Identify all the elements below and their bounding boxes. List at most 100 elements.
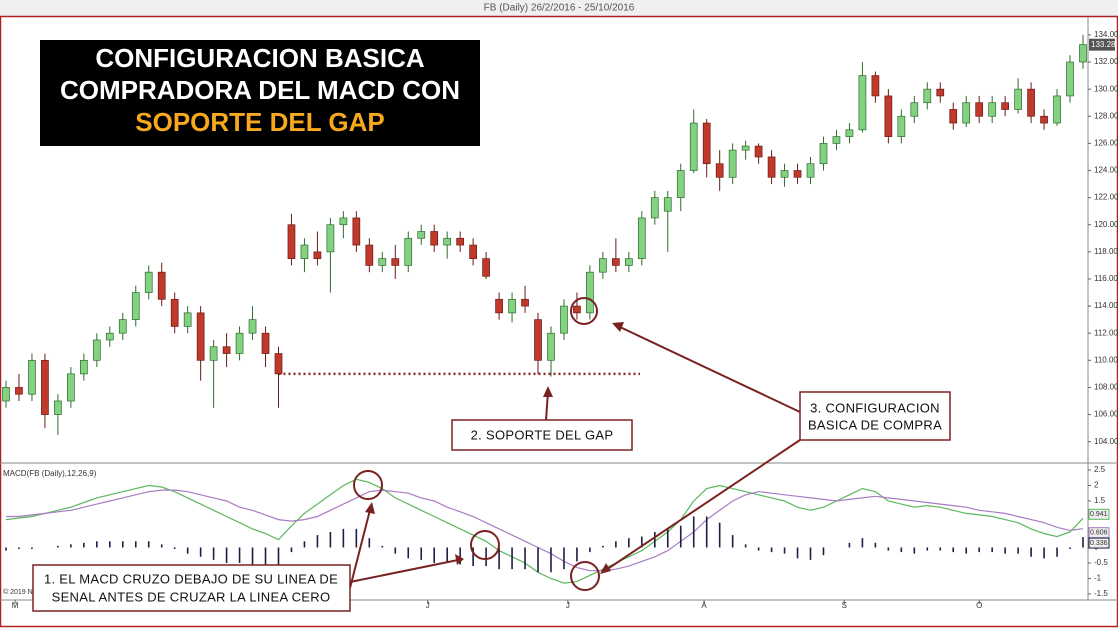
candle-body: [509, 299, 516, 313]
chart-title: FB (Daily) 26/2/2016 - 25/10/2016: [484, 3, 635, 14]
candle-body: [898, 116, 905, 136]
candle-body: [288, 225, 295, 259]
candle-body: [210, 347, 217, 361]
last-value-label: 0.336: [1090, 540, 1108, 547]
y-tick-label: 120.00: [1094, 220, 1118, 229]
candle-body: [3, 387, 10, 401]
candle-body: [470, 245, 477, 259]
annotation: BASICA DE COMPRA: [808, 417, 942, 432]
headline: CONFIGURACION BASICA: [95, 43, 425, 73]
candle-body: [80, 360, 87, 374]
annotation: 3. CONFIGURACION: [810, 400, 940, 415]
y-tick-label: 1.5: [1094, 496, 1106, 505]
last-price-label: 133.28: [1091, 40, 1116, 49]
last-value-label: 0.606: [1090, 530, 1108, 537]
candle-body: [859, 76, 866, 130]
y-tick-label: 2.5: [1094, 465, 1106, 474]
annotation: 1. EL MACD CRUZO DEBAJO DE SU LINEA DE: [44, 571, 338, 586]
y-tick-label: 116.00: [1094, 274, 1118, 283]
candle-body: [612, 259, 619, 266]
candle-body: [976, 103, 983, 117]
x-tick-label: S: [842, 601, 847, 610]
candle-body: [444, 238, 451, 245]
y-tick-label: -1: [1094, 574, 1102, 583]
y-tick-label: 130.00: [1094, 84, 1118, 93]
candle-body: [1080, 45, 1087, 62]
candle-body: [768, 157, 775, 177]
candle-body: [496, 299, 503, 313]
candle-body: [807, 164, 814, 178]
y-tick-label: -0.5: [1094, 558, 1108, 567]
x-tick-label: A: [701, 601, 707, 610]
last-value-label: 0.941: [1090, 511, 1108, 518]
candle-body: [457, 238, 464, 245]
indicator-title: MACD(FB (Daily),12,26,9): [3, 469, 97, 478]
y-tick-label: 106.00: [1094, 410, 1118, 419]
candle-body: [872, 76, 879, 96]
candle-body: [41, 360, 48, 414]
copyright: © 2019 Ni: [3, 588, 35, 596]
candle-body: [885, 96, 892, 137]
candle-body: [560, 306, 567, 333]
candle-body: [651, 198, 658, 218]
y-tick-label: 2: [1094, 481, 1099, 490]
candle-body: [547, 333, 554, 360]
candle-body: [340, 218, 347, 225]
candle-body: [820, 143, 827, 163]
candle-body: [327, 225, 334, 252]
candle-body: [236, 333, 243, 353]
candle-body: [586, 272, 593, 313]
y-tick-label: 112.00: [1094, 328, 1118, 337]
candle-body: [249, 320, 256, 334]
candle-body: [664, 198, 671, 212]
candle-body: [846, 130, 853, 137]
candle-body: [989, 103, 996, 117]
candle-body: [924, 89, 931, 103]
candle-body: [535, 320, 542, 361]
candle-body: [197, 313, 204, 360]
y-tick-label: 110.00: [1094, 355, 1118, 364]
candle-body: [690, 123, 697, 170]
candle-body: [483, 259, 490, 277]
x-tick-label: J: [426, 601, 430, 610]
candle-body: [1015, 89, 1022, 109]
y-tick-label: 118.00: [1094, 247, 1118, 256]
candle-body: [1041, 116, 1048, 123]
candle-body: [145, 272, 152, 292]
annotation-box: [800, 392, 950, 440]
candle-body: [937, 89, 944, 96]
candle-body: [522, 299, 529, 306]
candle-body: [119, 320, 126, 334]
candle-body: [93, 340, 100, 360]
candle-body: [729, 150, 736, 177]
candle-body: [1028, 89, 1035, 116]
candle-body: [184, 313, 191, 327]
candle-body: [599, 259, 606, 273]
candle-body: [314, 252, 321, 259]
candle-body: [677, 170, 684, 197]
y-tick-label: 128.00: [1094, 111, 1118, 120]
candle-body: [15, 387, 22, 394]
candle-body: [158, 272, 165, 299]
candle-body: [431, 232, 438, 246]
x-tick-label: M: [12, 601, 19, 610]
candle-body: [703, 123, 710, 164]
y-tick-label: 114.00: [1094, 301, 1118, 310]
candle-body: [794, 170, 801, 177]
headline: SOPORTE DEL GAP: [135, 107, 384, 137]
candle-body: [950, 109, 957, 123]
candle-body: [963, 103, 970, 123]
x-tick-label: J: [566, 601, 570, 610]
candle-body: [28, 360, 35, 394]
y-tick-label: -1.5: [1094, 589, 1108, 598]
y-tick-label: 132.00: [1094, 57, 1118, 66]
candle-body: [275, 354, 282, 374]
candle-body: [353, 218, 360, 245]
candle-body: [262, 333, 269, 353]
y-tick-label: 134.00: [1094, 30, 1118, 39]
candle-body: [911, 103, 918, 117]
candle-body: [1067, 62, 1074, 96]
candle-body: [106, 333, 113, 340]
candle-body: [781, 170, 788, 177]
